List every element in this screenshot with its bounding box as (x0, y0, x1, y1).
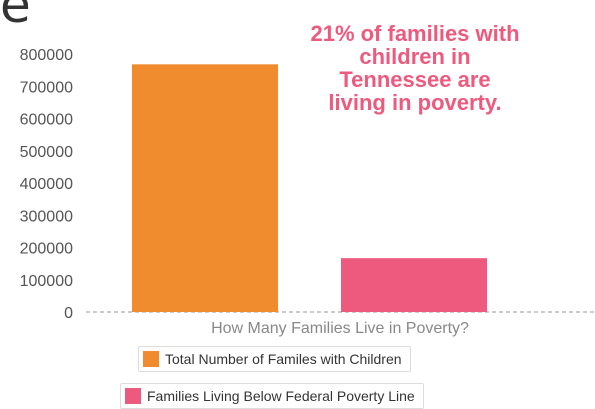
y-axis-tick-labels: 0 100000 200000 300000 400000 500000 600000 700… (20, 47, 73, 322)
legend-item-below-poverty[interactable]: Families Living Below Federal Poverty Li… (120, 383, 424, 409)
y-tick-label: 0 (64, 305, 73, 322)
y-tick-label: 200000 (20, 241, 73, 258)
legend-item-total-families[interactable]: Total Number of Familes with Children (138, 346, 411, 372)
legend-label-total-families: Total Number of Familes with Children (165, 351, 402, 367)
y-tick-label: 100000 (20, 273, 73, 290)
bar-total-families[interactable] (132, 64, 278, 312)
y-tick-label: 500000 (20, 144, 73, 161)
bar-below-poverty[interactable] (341, 258, 487, 312)
legend-swatch-orange (143, 351, 159, 367)
x-axis-label: How Many Families Live in Poverty? (211, 320, 469, 337)
chart-title-fragment: e (0, 0, 31, 34)
y-tick-label: 300000 (20, 208, 73, 225)
y-tick-label: 800000 (20, 47, 73, 64)
y-tick-label: 700000 (20, 79, 73, 96)
legend-label-below-poverty: Families Living Below Federal Poverty Li… (147, 388, 415, 404)
legend-swatch-pink (125, 388, 141, 404)
y-tick-label: 400000 (20, 176, 73, 193)
bars (132, 64, 487, 312)
y-tick-label: 600000 (20, 112, 73, 129)
poverty-annotation: 21% of families with children in Tenness… (310, 21, 520, 115)
